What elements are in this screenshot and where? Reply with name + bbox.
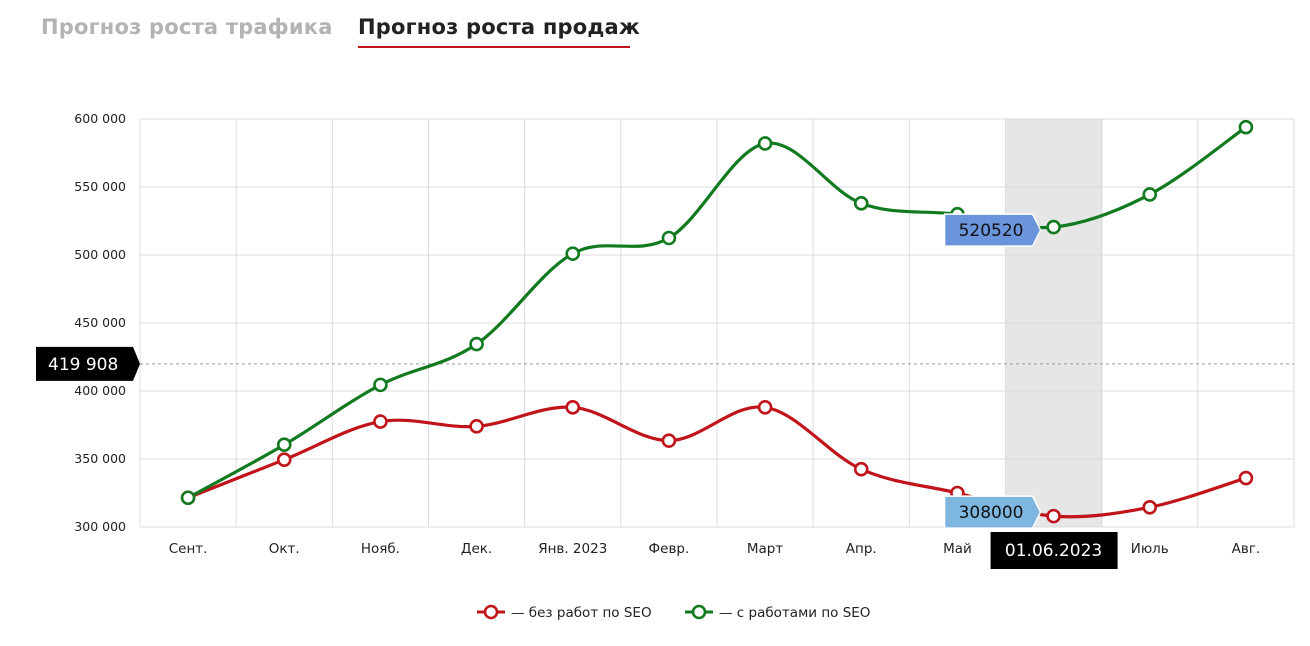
x-tick-label: Сент.	[169, 541, 208, 557]
y-tick-label: 400 000	[74, 383, 126, 398]
legend-label: — без работ по SEO	[511, 605, 652, 621]
data-point-without-seo[interactable]	[1046, 508, 1061, 524]
data-point-with-seo[interactable]	[469, 336, 484, 352]
legend-item-with-seo[interactable]: — с работами по SEO	[685, 604, 870, 621]
data-point-with-seo[interactable]	[180, 490, 196, 506]
data-point-without-seo[interactable]	[276, 452, 292, 467]
data-point-with-seo[interactable]	[661, 230, 677, 246]
y-flag-box	[36, 346, 140, 381]
active-tab-underline	[358, 46, 630, 48]
tab-sales-forecast[interactable]: Прогноз роста продаж	[358, 15, 641, 39]
x-tick-label: Янв. 2023	[538, 541, 607, 557]
y-flag-value: 419 908	[48, 355, 118, 375]
data-point-without-seo[interactable]	[373, 414, 388, 429]
x-flag-box	[990, 532, 1118, 569]
legend-label: — с работами по SEO	[719, 605, 870, 621]
tooltip-box	[943, 495, 1042, 529]
x-tick-label: Июль	[1131, 541, 1169, 557]
y-tick-label: 600 000	[74, 111, 126, 126]
legend-marker	[483, 604, 499, 620]
data-point-without-seo[interactable]	[757, 400, 773, 415]
data-point-with-seo[interactable]	[1142, 187, 1158, 202]
tab-traffic-forecast[interactable]: Прогноз роста трафика	[41, 15, 333, 39]
data-point-without-seo[interactable]	[565, 400, 581, 415]
y-crosshair-flag: 419 908	[36, 346, 140, 381]
y-tick-label: 450 000	[74, 315, 126, 330]
y-tick-label: 550 000	[74, 179, 126, 194]
x-tick-label: Апр.	[846, 541, 877, 557]
data-point-without-seo[interactable]	[1142, 499, 1158, 515]
legend-item-without-seo[interactable]: — без работ по SEO	[477, 604, 652, 621]
data-point-with-seo[interactable]	[853, 196, 869, 211]
x-tick-label: Нояб.	[361, 541, 400, 557]
x-crosshair-flag: 01.06.2023	[990, 532, 1118, 569]
x-flag-value: 01.06.2023	[1005, 541, 1102, 561]
y-tick-label: 500 000	[74, 247, 126, 262]
series-line-with-seo	[187, 125, 1247, 500]
x-tick-label: Май	[943, 541, 972, 557]
data-point-with-seo[interactable]	[1046, 219, 1061, 235]
data-point-without-seo[interactable]	[1238, 470, 1254, 486]
y-tick-label: 350 000	[74, 451, 126, 466]
data-point-without-seo[interactable]	[661, 433, 677, 448]
legend-marker	[691, 604, 707, 620]
data-point-with-seo[interactable]	[373, 377, 388, 393]
tooltip-value: 308000	[959, 503, 1024, 523]
y-tick-label: 300 000	[74, 519, 126, 534]
tooltip-without-seo: 308000	[943, 495, 1042, 529]
chart-tabs: Прогноз роста трафика Прогноз роста прод…	[0, 0, 1310, 60]
data-point-with-seo[interactable]	[757, 136, 773, 151]
tooltip-box	[943, 213, 1042, 247]
data-point-with-seo[interactable]	[1238, 119, 1254, 135]
tooltip-value: 520520	[959, 221, 1024, 241]
x-tick-label: Март	[747, 541, 783, 557]
data-point-without-seo[interactable]	[853, 461, 869, 477]
data-point-without-seo[interactable]	[469, 419, 484, 434]
x-tick-label: Авг.	[1232, 541, 1261, 557]
data-point-with-seo[interactable]	[565, 246, 581, 261]
x-tick-label: Дек.	[461, 541, 492, 557]
data-point-with-seo[interactable]	[276, 437, 292, 453]
x-tick-label: Февр.	[649, 541, 690, 557]
tooltip-with-seo: 520520	[943, 213, 1042, 247]
x-tick-label: Окт.	[269, 541, 300, 557]
